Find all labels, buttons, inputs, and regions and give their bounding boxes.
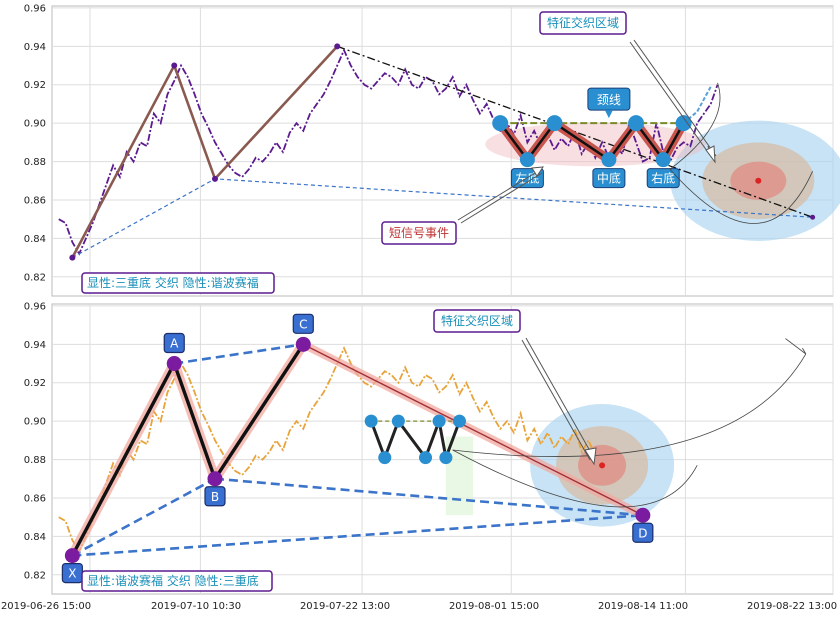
harmonic-label-box (163, 332, 185, 354)
x-tick-label: 2019-06-26 15:00 (1, 601, 91, 612)
y-tick-label: 0.90 (24, 119, 46, 130)
trend-end-point (810, 214, 816, 220)
bottom-panel: 0.96 0.94 0.92 0.90 0.88 0.86 0.84 0.82 X A B C D 特征交… (24, 301, 834, 595)
pattern-point (419, 451, 433, 465)
footer-label: 显性:谐波赛福 交织 隐性:三重底 (87, 573, 259, 588)
y-tick-label: 0.86 (24, 195, 46, 206)
harmonic-label-box (632, 522, 654, 543)
y-tick-label: 0.88 (24, 455, 46, 466)
pattern-point (432, 414, 446, 428)
pattern-point (655, 152, 671, 168)
harmonic-point (207, 471, 223, 487)
neckline-label-pointer (604, 110, 613, 119)
harmonic-point (64, 548, 80, 564)
feature-zone-center (755, 177, 762, 184)
pattern-point (439, 451, 453, 465)
pattern-label-box (592, 168, 626, 189)
harmonic-connector (72, 513, 643, 557)
y-tick-label: 0.88 (24, 157, 46, 168)
y-tick-label: 0.92 (24, 80, 46, 91)
neckline-label: 颈线 (597, 93, 621, 107)
zigzag-point (334, 43, 341, 50)
pattern-point (546, 115, 563, 132)
pattern-label: 右底 (651, 171, 675, 186)
zigzag-point (171, 62, 178, 69)
x-tick-label: 2019-07-22 13:00 (300, 601, 390, 612)
harmonic-point (166, 356, 182, 372)
zigzag-point (69, 254, 76, 261)
pattern-point (452, 414, 466, 428)
harmonic-label: D (638, 526, 647, 540)
annotation-label: 特征交织区域 (547, 15, 619, 30)
annotation-label: 特征交织区域 (441, 313, 513, 328)
y-tick-label: 0.84 (24, 532, 46, 543)
arc-arrowhead (785, 338, 807, 355)
annotation-arrowhead (705, 145, 716, 164)
harmonic-label-box (292, 313, 314, 334)
y-tick-label: 0.94 (24, 340, 46, 351)
arc-curve (669, 82, 721, 170)
harmonic-label: B (211, 490, 219, 504)
harmonic-label: C (299, 317, 307, 331)
y-tick-label: 0.82 (24, 272, 46, 283)
breakout-arrow (682, 86, 712, 124)
feature-zone-center (599, 462, 606, 469)
y-tick-label: 0.96 (24, 3, 46, 14)
y-tick-label: 0.84 (24, 234, 46, 245)
harmonic-leg (213, 343, 305, 480)
pattern-label: 中底 (597, 171, 621, 186)
pattern-point (628, 115, 645, 132)
harmonic-label: X (68, 567, 76, 581)
x-tick-label: 2019-07-10 10:30 (151, 601, 241, 612)
x-axis: 2019-06-26 15:00 2019-07-10 10:30 2019-07-… (1, 601, 837, 612)
harmonic-point (635, 507, 651, 523)
annotation-box (381, 221, 457, 245)
y-tick-label: 0.94 (24, 42, 46, 53)
harmonic-label: A (170, 337, 179, 351)
harmonic-leg (302, 343, 644, 516)
footer-label: 显性:三重底 交织 隐性:谐波赛福 (87, 275, 259, 290)
annotation-arrowhead (531, 166, 544, 177)
annotation-arrowhead (584, 447, 597, 466)
harmonic-connector (214, 477, 643, 517)
x-tick-label: 2019-08-22 13:00 (747, 601, 837, 612)
annotation-arrow (457, 169, 543, 224)
pattern-point (601, 152, 617, 168)
y-tick-label: 0.92 (24, 378, 46, 389)
arc-curve (452, 353, 807, 457)
y-tick-label: 0.90 (24, 417, 46, 428)
harmonic-label-box (204, 486, 226, 507)
arc-curve (452, 449, 698, 508)
pattern-point (492, 115, 509, 132)
harmonic-connector (174, 343, 304, 365)
annotation-arrow (521, 337, 595, 461)
pattern-label-box (646, 168, 680, 189)
footer-box (81, 272, 275, 294)
price-series-line (58, 345, 597, 554)
pattern-point (519, 152, 535, 168)
y-tick-label: 0.82 (24, 570, 46, 581)
pattern-point (391, 414, 405, 428)
x-tick-label: 2019-08-01 15:00 (449, 601, 539, 612)
y-tick-label: 0.86 (24, 493, 46, 504)
arc-curve (669, 168, 813, 224)
harmonic-leg (70, 362, 176, 557)
annotation-box (433, 309, 521, 333)
zigzag-line (71, 45, 339, 259)
harmonic-point (295, 336, 311, 352)
pattern-point (675, 115, 692, 132)
annotation-label: 短信号事件 (389, 226, 449, 240)
footer-box (81, 570, 273, 592)
y-tick-label: 0.96 (24, 301, 46, 312)
zigzag-point (211, 175, 218, 182)
harmonic-leg (172, 362, 217, 480)
x-tick-label: 2019-08-14 11:00 (598, 601, 688, 612)
annotation-box (539, 11, 627, 35)
pattern-highlight (485, 122, 706, 167)
harmonic-connector (71, 477, 216, 557)
pattern-point (364, 414, 378, 428)
pattern-point (378, 451, 392, 465)
